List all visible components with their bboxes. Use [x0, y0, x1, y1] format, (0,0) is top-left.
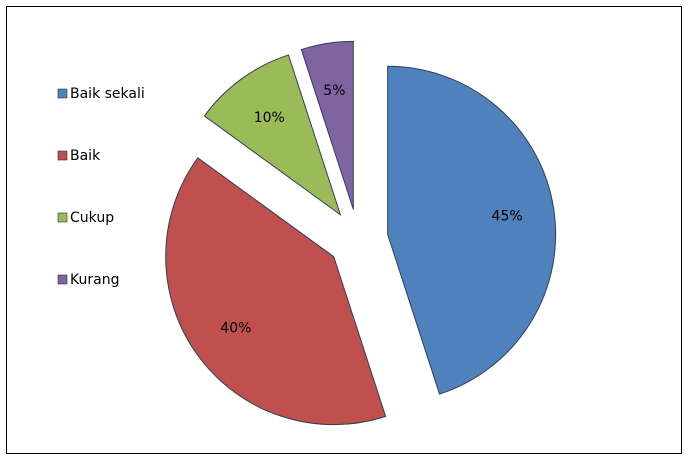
legend-swatch-baik	[57, 150, 68, 161]
pie-data-labels: 45% 40% 10% 5%	[220, 83, 522, 337]
pie-slice-baik	[165, 157, 387, 426]
legend-label-baik-sekali: Baik sekali	[70, 86, 145, 102]
data-label-baik: 40%	[220, 321, 251, 337]
pie-slice-kurang	[300, 40, 354, 210]
legend-label-kurang: Kurang	[70, 272, 119, 288]
pie-slice-baik-sekali	[387, 65, 557, 395]
legend-swatch-kurang	[57, 274, 68, 285]
data-label-baik-sekali: 45%	[492, 208, 523, 224]
data-label-cukup: 10%	[254, 110, 285, 126]
legend-swatch-cukup	[57, 212, 68, 223]
chart-legend: Baik sekali Baik Cukup Kurang	[57, 86, 145, 288]
pie-slice-cukup	[203, 54, 342, 217]
data-label-kurang: 5%	[323, 83, 345, 99]
legend-label-cukup: Cukup	[70, 210, 114, 226]
legend-label-baik: Baik	[70, 148, 101, 164]
legend-swatch-baik-sekali	[57, 88, 68, 99]
pie-slices	[165, 40, 557, 426]
